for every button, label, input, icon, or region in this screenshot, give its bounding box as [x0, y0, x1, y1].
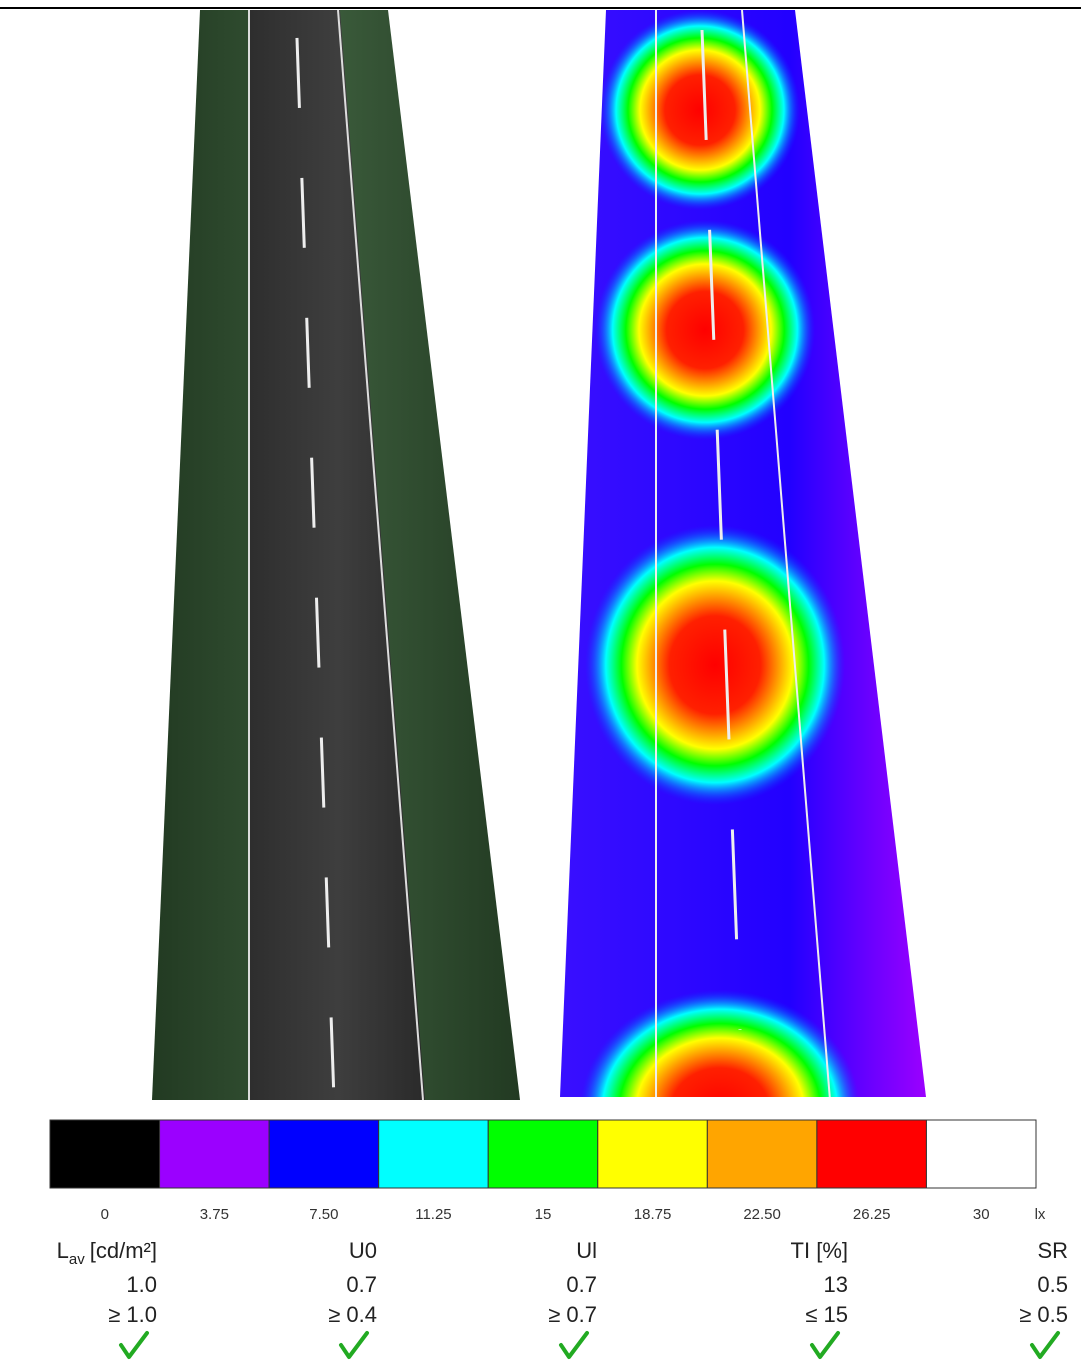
- metrics-table: Lav [cd/m²] 1.0 ≥ 1.0 U0 0.7 ≥ 0.4 Ul 0.7 ≥ 0.7 TI…: [57, 1238, 1068, 1359]
- scale-label: 0: [101, 1206, 109, 1223]
- scale-label: 18.75: [634, 1206, 672, 1223]
- illuminance-map: [560, 10, 926, 1097]
- check-icon: [339, 1331, 369, 1359]
- scale-swatch: [925, 1119, 1037, 1189]
- metric-value: 0.7: [566, 1272, 597, 1297]
- metric-requirement: ≥ 1.0: [108, 1302, 157, 1327]
- color-scale: 0 3.75 7.50 11.25 15 18.75 22.50 26.25 30 lx: [49, 1119, 1046, 1223]
- metric-symbol: U0: [349, 1238, 377, 1263]
- scale-swatch: [268, 1119, 380, 1189]
- road-render: [152, 9, 520, 1101]
- metric-symbol: L: [57, 1238, 69, 1263]
- metric-requirement: ≥ 0.5: [1019, 1302, 1068, 1327]
- scale-label: 11.25: [415, 1206, 451, 1223]
- check-icon: [119, 1331, 149, 1359]
- check-icon: [559, 1331, 589, 1359]
- metric-name: Lav [cd/m²]: [57, 1238, 157, 1268]
- scale-swatch: [159, 1119, 270, 1189]
- scale-swatch: [49, 1119, 161, 1189]
- metric-value: 13: [824, 1272, 848, 1297]
- scale-swatch: [816, 1119, 927, 1189]
- metric-value: 0.7: [346, 1272, 377, 1297]
- scale-unit: lx: [1035, 1206, 1046, 1223]
- scale-label: 22.50: [743, 1206, 781, 1223]
- metric-requirement: ≥ 0.7: [548, 1302, 597, 1327]
- metric-value: 1.0: [126, 1272, 157, 1297]
- metric-name: U0: [349, 1238, 377, 1263]
- scale-label: 30: [973, 1206, 990, 1223]
- scale-label: 15: [535, 1206, 552, 1223]
- metric-requirement: ≤ 15: [805, 1302, 848, 1327]
- check-icon: [810, 1331, 840, 1359]
- scale-label: 3.75: [200, 1206, 229, 1223]
- scale-label: 7.50: [309, 1206, 338, 1223]
- scale-swatch: [706, 1119, 818, 1189]
- metric-unit: [cd/m²]: [90, 1238, 157, 1263]
- scale-swatch: [378, 1119, 489, 1189]
- metric-symbol: Ul: [576, 1238, 597, 1263]
- metric-name: Ul: [576, 1238, 597, 1263]
- scale-swatch: [487, 1119, 599, 1189]
- metric-value: 0.5: [1037, 1272, 1068, 1297]
- scale-swatch: [597, 1119, 708, 1189]
- check-icon: [1030, 1331, 1060, 1359]
- metric-symbol: SR: [1037, 1238, 1068, 1263]
- metric-name: SR: [1037, 1238, 1068, 1263]
- scale-label: 26.25: [853, 1206, 891, 1223]
- metric-symbol: TI [%]: [791, 1238, 848, 1263]
- metric-requirement: ≥ 0.4: [328, 1302, 377, 1327]
- metric-name: TI [%]: [791, 1238, 848, 1263]
- metric-subscript: av: [69, 1251, 85, 1268]
